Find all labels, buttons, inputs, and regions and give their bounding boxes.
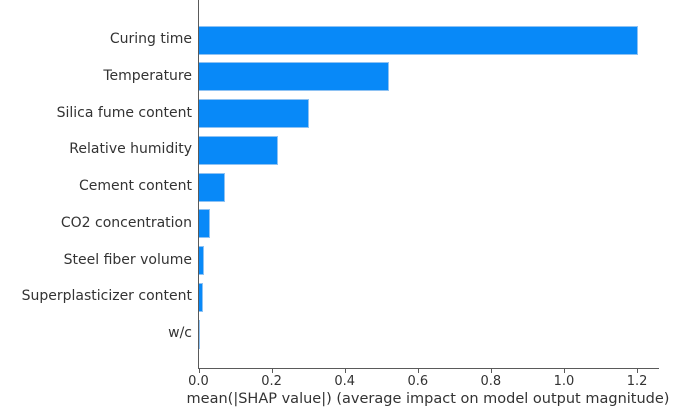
x-axis-spine: [198, 368, 659, 369]
x-tick-mark: [198, 368, 200, 373]
x-tick-mark: [490, 368, 492, 373]
y-category-label: Silica fume content: [56, 104, 192, 121]
x-tick-label: 0.2: [261, 374, 282, 389]
x-tick-label: 1.0: [553, 374, 575, 389]
bar: [199, 25, 638, 55]
y-category-label: CO2 concentration: [60, 214, 192, 231]
y-category-label: Relative humidity: [69, 141, 192, 158]
x-tick-mark: [344, 368, 346, 373]
x-tick-label: 0.8: [480, 374, 502, 389]
y-category-label: Steel fiber volume: [63, 251, 192, 268]
y-axis-spine: [198, 0, 199, 368]
bar: [199, 62, 390, 92]
x-tick-label: 0.0: [188, 374, 209, 389]
bar: [199, 246, 205, 275]
y-category-label: Temperature: [103, 67, 192, 84]
x-tick-mark: [417, 368, 419, 373]
bar: [199, 99, 309, 128]
x-axis-label: mean(|SHAP value|) (average impact on mo…: [186, 391, 670, 407]
bar: [199, 282, 204, 312]
x-tick-mark: [637, 368, 639, 373]
x-tick-mark: [563, 368, 565, 373]
y-category-label: Curing time: [109, 31, 192, 47]
bar: [199, 319, 200, 349]
y-category-label: Superplasticizer content: [21, 288, 192, 305]
bar: [199, 172, 225, 202]
x-tick-label: 0.6: [407, 374, 429, 389]
bar: [199, 135, 278, 165]
bar: [199, 209, 210, 239]
y-category-label: Cement content: [78, 178, 192, 194]
x-tick-label: 0.4: [334, 374, 356, 389]
x-tick-mark: [271, 368, 273, 373]
x-tick-label: 1.2: [626, 374, 648, 389]
y-category-label: w/c: [168, 325, 192, 341]
